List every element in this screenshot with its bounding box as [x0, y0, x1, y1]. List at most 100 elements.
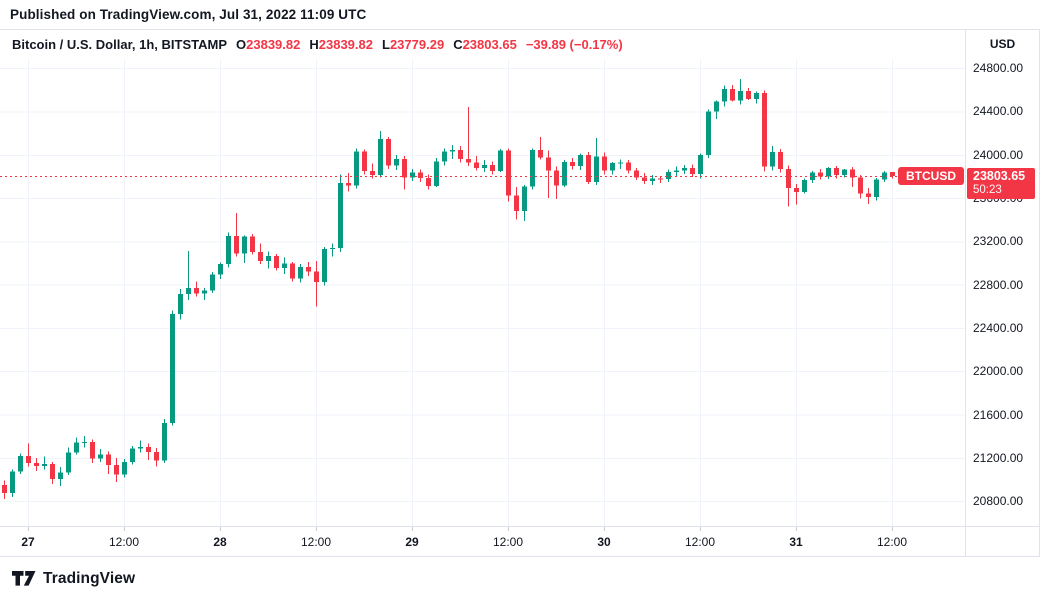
price-axis-label: 20800.00 — [973, 494, 1024, 509]
candles-layer — [2, 79, 895, 499]
candle — [874, 179, 879, 197]
candle — [810, 172, 815, 181]
candle — [826, 168, 831, 177]
candle — [498, 150, 503, 171]
candle — [298, 266, 303, 279]
price-axis-label: 21200.00 — [973, 450, 1024, 465]
time-axis-label: 12:00 — [492, 535, 524, 549]
time-axis-tick — [604, 527, 605, 531]
candle — [626, 162, 631, 171]
candle — [210, 274, 215, 291]
symbol-title[interactable]: Bitcoin / U.S. Dollar, 1h, BITSTAMP — [12, 37, 228, 52]
candle — [434, 161, 439, 186]
candle — [554, 170, 559, 186]
candle — [58, 472, 63, 479]
candle — [2, 484, 7, 493]
candle — [530, 149, 535, 187]
candle — [10, 471, 15, 493]
price-axis-label: 22400.00 — [973, 320, 1024, 335]
candle — [418, 172, 423, 179]
candle — [394, 159, 399, 166]
chart-widget: Bitcoin / U.S. Dollar, 1h, BITSTAMP O 238… — [0, 29, 1040, 557]
tradingview-wordmark[interactable]: TradingView — [43, 569, 136, 587]
chart-legend: Bitcoin / U.S. Dollar, 1h, BITSTAMP O 238… — [0, 30, 965, 59]
candle — [346, 182, 351, 186]
candle — [506, 150, 511, 196]
candle — [762, 93, 767, 167]
candle — [842, 169, 847, 176]
candle — [682, 167, 687, 171]
candle — [450, 150, 455, 152]
time-axis-label: 30 — [597, 535, 611, 549]
candle — [514, 195, 519, 212]
candle — [362, 151, 367, 172]
candle — [234, 235, 239, 254]
time-axis-tick — [28, 527, 29, 531]
candle — [18, 456, 23, 472]
tradingview-logo-icon[interactable] — [12, 571, 36, 586]
candle — [586, 154, 591, 183]
candle — [426, 178, 431, 186]
legend-close: C 23803.65 — [453, 37, 517, 52]
time-axis-label: 31 — [789, 535, 803, 549]
candle — [722, 89, 727, 102]
candle — [330, 247, 335, 249]
symbol-price-label: BTCUSD — [898, 167, 964, 186]
candle — [290, 263, 295, 279]
candle — [634, 170, 639, 178]
candle — [186, 287, 191, 294]
candle — [650, 178, 655, 182]
candle — [282, 263, 287, 268]
candle — [42, 463, 47, 466]
price-axis-label: 24000.00 — [973, 147, 1024, 162]
candle — [458, 150, 463, 159]
candle — [890, 172, 895, 177]
candle — [570, 161, 575, 167]
time-axis-tick — [892, 527, 893, 531]
candle — [610, 162, 615, 171]
candle — [594, 156, 599, 183]
candle — [370, 171, 375, 175]
legend-low: L 23779.29 — [382, 37, 445, 52]
candle — [786, 168, 791, 189]
price-axis[interactable]: USD 23803.65 50:23 24800.00 24400.00 24000… — [965, 30, 1039, 557]
candle — [602, 156, 607, 171]
candle — [90, 442, 95, 459]
price-chart-pane[interactable]: BTCUSD — [0, 59, 966, 526]
grid-lines — [0, 59, 966, 526]
candle — [706, 111, 711, 155]
legend-change: −39.89 (−0.17%) — [525, 37, 623, 52]
last-price-value: 23803.65 — [973, 169, 1026, 184]
candle — [138, 446, 143, 449]
time-axis-label: 12:00 — [108, 535, 140, 549]
time-axis-tick — [220, 527, 221, 531]
candle — [754, 93, 759, 100]
candle — [306, 266, 311, 272]
price-axis-label: 23200.00 — [973, 234, 1024, 249]
candle — [218, 264, 223, 275]
time-axis-label: 28 — [213, 535, 227, 549]
candle — [322, 248, 327, 282]
candle — [250, 236, 255, 253]
time-axis-tick — [700, 527, 701, 531]
time-axis[interactable]: 27 12:00 28 12:00 29 12:00 30 12:00 31 12:00 — [0, 526, 1040, 557]
candle — [522, 186, 527, 212]
candle — [194, 287, 199, 294]
candle — [562, 161, 567, 186]
time-axis-tick — [124, 527, 125, 531]
currency-unit-label: USD — [989, 37, 1016, 51]
candle — [882, 172, 887, 180]
price-axis-label: 22000.00 — [973, 364, 1024, 379]
candle — [578, 154, 583, 167]
candle — [114, 464, 119, 475]
legend-high: H 23839.82 — [309, 37, 373, 52]
candle — [618, 162, 623, 164]
candle — [106, 454, 111, 465]
candle — [402, 159, 407, 178]
candle — [658, 178, 663, 180]
candle — [770, 152, 775, 167]
price-axis-label: 24400.00 — [973, 104, 1024, 119]
candle — [386, 139, 391, 166]
candle — [354, 151, 359, 186]
candle — [730, 89, 735, 101]
